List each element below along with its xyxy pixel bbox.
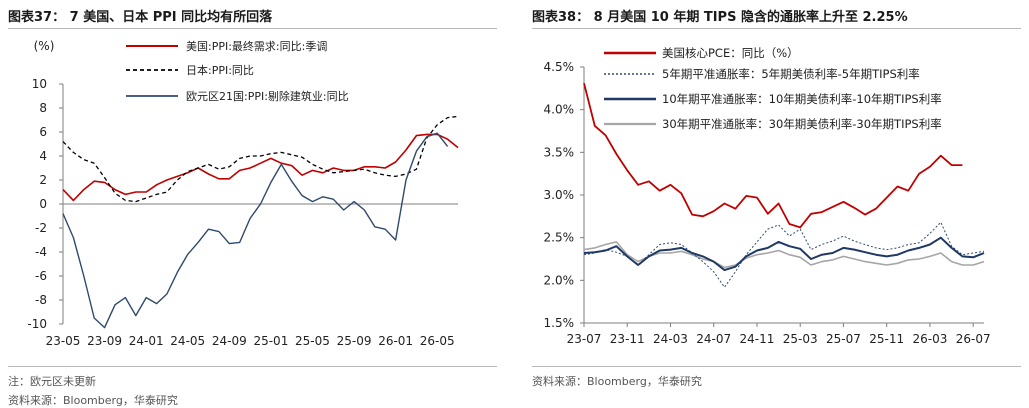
y-tick-label: 6 bbox=[39, 125, 47, 139]
series-line-1 bbox=[62, 133, 459, 202]
x-tick-label: 26-01 bbox=[378, 334, 413, 348]
series-line-3 bbox=[62, 132, 449, 329]
y-tick-label: 4 bbox=[39, 149, 47, 163]
x-tick-label: 25-07 bbox=[826, 332, 861, 346]
legend-label-1: 美国核心PCE：同比（%） bbox=[662, 46, 799, 60]
legend-label-4: 30年期平准通胀率：30年期美债利率-30年期TIPS利率 bbox=[662, 117, 942, 131]
right-chart-source: 资料来源：Bloomberg，华泰研究 bbox=[532, 375, 702, 388]
left-chart-panel: 图表37： 7 美国、日本 PPI 同比均有所回落 (%) -10 -8 -6 -4 -2… bbox=[0, 0, 505, 407]
x-tick-label: 24-03 bbox=[653, 332, 688, 346]
y-tick-label: 4.0% bbox=[544, 103, 575, 117]
series-line-3 bbox=[583, 236, 985, 272]
y-tick-label: -8 bbox=[35, 293, 47, 307]
series-line-1 bbox=[583, 82, 963, 229]
legend-label-3: 10年期平准通胀率：10年期美债利率-10年期TIPS利率 bbox=[662, 92, 942, 106]
left-chart-note: 注：欧元区未更新 bbox=[8, 375, 96, 388]
x-tick-label: 24-11 bbox=[740, 332, 775, 346]
y-tick-label: -10 bbox=[27, 317, 47, 331]
left-note-rule bbox=[8, 366, 497, 367]
y-axis-unit-label: (%) bbox=[34, 39, 55, 53]
x-tick-label: 25-01 bbox=[253, 334, 288, 348]
y-tick-label: 3.0% bbox=[544, 188, 575, 202]
y-tick-label: -4 bbox=[35, 245, 47, 259]
right-title-rule bbox=[532, 28, 1021, 29]
x-tick-label: 23-05 bbox=[46, 334, 81, 348]
y-tick-label: 4.5% bbox=[544, 60, 575, 74]
legend-label-2: 日本:PPI:同比 bbox=[186, 63, 254, 77]
x-tick-label: 26-07 bbox=[956, 332, 991, 346]
x-tick-label: 25-03 bbox=[783, 332, 818, 346]
y-tick-label: -2 bbox=[35, 221, 47, 235]
y-tick-label: 10 bbox=[32, 77, 47, 91]
y-tick-label: 1.5% bbox=[544, 316, 575, 330]
right-chart-title: 图表38： 8 月美国 10 年期 TIPS 隐含的通胀率上升至 2.25% bbox=[532, 10, 908, 25]
left-chart-source: 资料来源：Bloomberg，华泰研究 bbox=[8, 394, 178, 407]
x-tick-label: 26-03 bbox=[913, 332, 948, 346]
y-tick-label: 2.0% bbox=[544, 273, 575, 287]
y-tick-label: 8 bbox=[39, 101, 47, 115]
series-line-2 bbox=[583, 221, 985, 288]
y-tick-label: 2.5% bbox=[544, 231, 575, 245]
x-tick-label: 24-07 bbox=[696, 332, 731, 346]
left-title-rule bbox=[8, 28, 497, 29]
left-chart-title: 图表37： 7 美国、日本 PPI 同比均有所回落 bbox=[8, 10, 273, 25]
y-tick-label: 3.5% bbox=[544, 145, 575, 159]
right-chart-svg: 1.5% 2.0% 2.5% 3.0% 3.5% 4.0% 4.5% 23-07 23-11 24… bbox=[544, 46, 991, 346]
x-tick-label: 25-09 bbox=[337, 334, 372, 348]
legend-label-1: 美国:PPI:最终需求:同比:季调 bbox=[186, 39, 327, 53]
x-tick-label: 24-05 bbox=[170, 334, 205, 348]
right-note-rule bbox=[532, 366, 1021, 367]
x-tick-label: 23-09 bbox=[87, 334, 122, 348]
legend-label-3: 欧元区21国:PPI:剔除建筑业:同比 bbox=[186, 89, 349, 103]
left-chart-svg: (%) -10 -8 -6 -4 -2 0 2 4 6 8 10 23-05 23-09 24-01 24-0… bbox=[27, 39, 459, 348]
series-line-2 bbox=[62, 115, 459, 203]
y-tick-label: 0 bbox=[39, 197, 47, 211]
y-tick-label: -6 bbox=[35, 269, 47, 283]
legend-label-2: 5年期平准通胀率：5年期美债利率-5年期TIPS利率 bbox=[662, 67, 920, 81]
y-tick-label: 2 bbox=[39, 173, 47, 187]
right-chart-panel: 图表38： 8 月美国 10 年期 TIPS 隐含的通胀率上升至 2.25% 1… bbox=[524, 0, 1029, 402]
x-tick-label: 25-11 bbox=[869, 332, 904, 346]
x-tick-label: 23-07 bbox=[567, 332, 602, 346]
x-tick-label: 23-11 bbox=[610, 332, 645, 346]
x-tick-label: 24-01 bbox=[129, 334, 164, 348]
x-tick-label: 26-05 bbox=[420, 334, 455, 348]
x-tick-label: 24-09 bbox=[212, 334, 247, 348]
x-tick-label: 25-05 bbox=[295, 334, 330, 348]
